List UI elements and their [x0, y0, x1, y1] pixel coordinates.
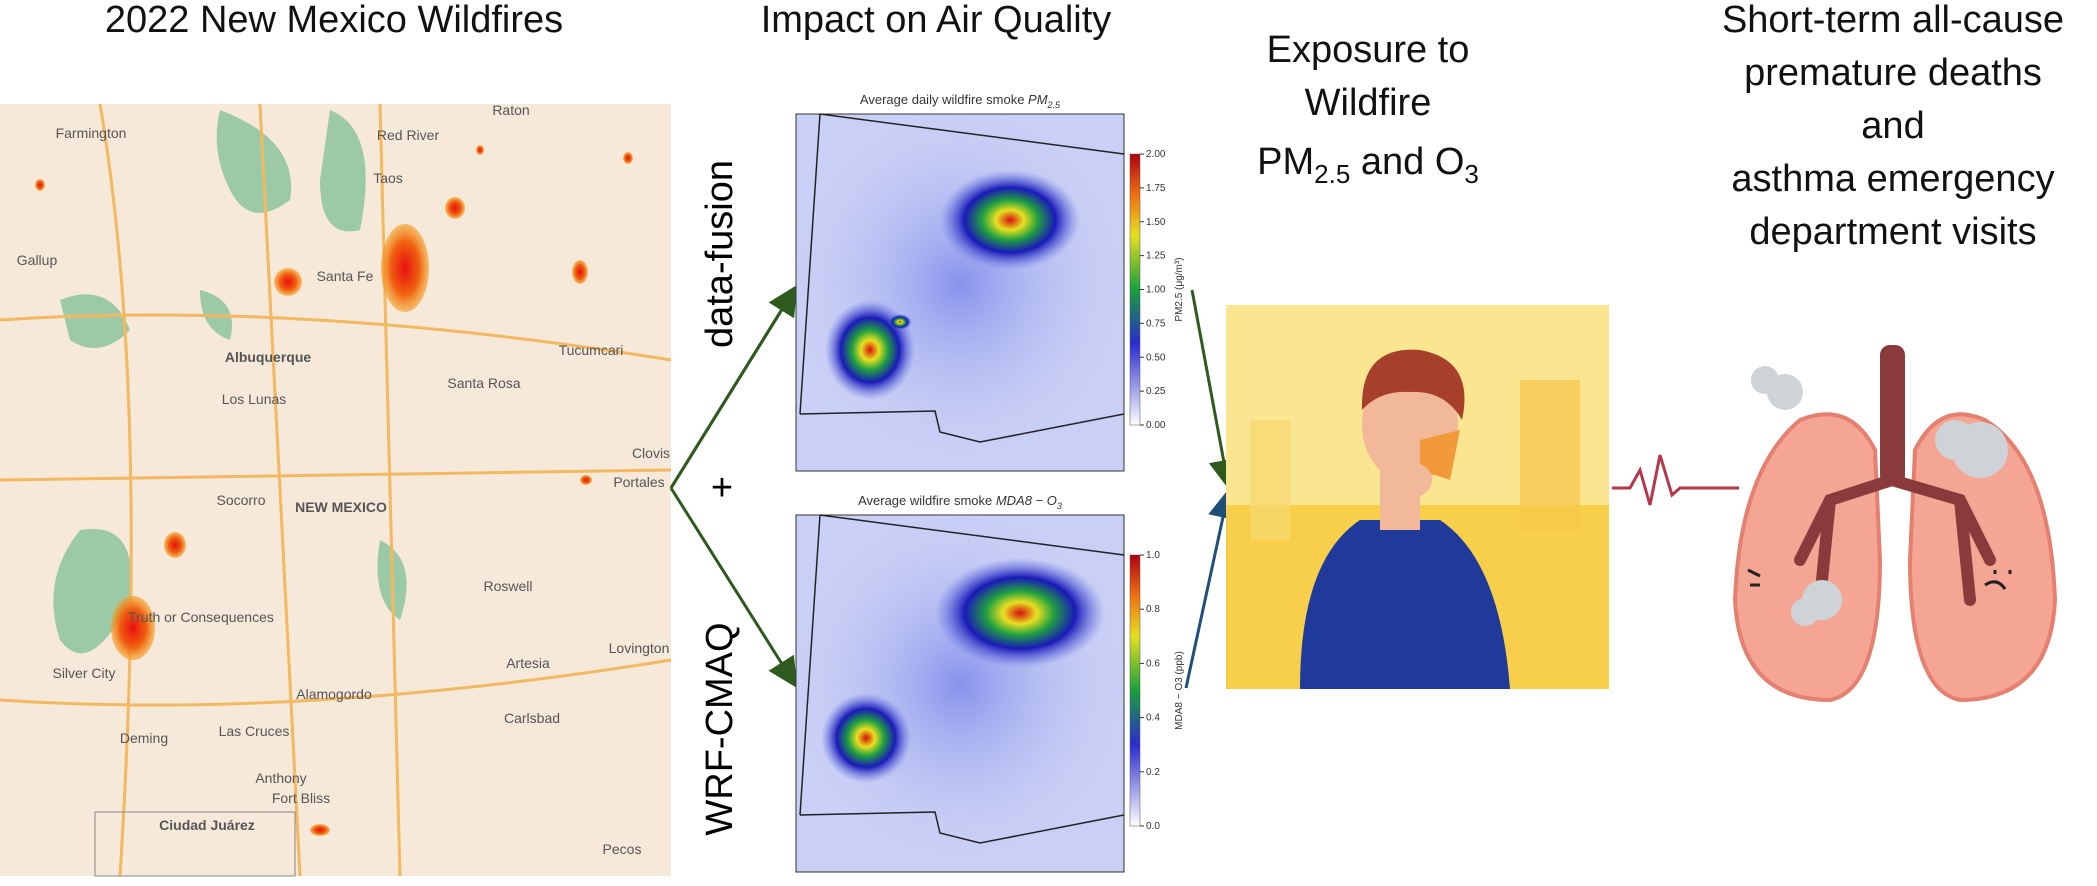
- heartbeat-line: [1612, 454, 1739, 506]
- header: 2022 New Mexico Wildfires: [105, 0, 563, 41]
- map-label: Red River: [377, 127, 440, 143]
- smoke-hotspot: [821, 693, 911, 783]
- colorbar: [1129, 554, 1141, 827]
- map-label: Tucumcari: [559, 342, 624, 358]
- arrow: [669, 284, 798, 489]
- colorbar-tick-label: 0.50: [1146, 352, 1166, 363]
- map-label: Gallup: [17, 252, 58, 268]
- state-border: [799, 113, 1125, 443]
- map-label: Socorro: [216, 492, 265, 508]
- text: MDA8 − O: [996, 493, 1057, 508]
- colorbar-tick-label: 0.4: [1146, 713, 1160, 724]
- header-line: asthma emergency: [1731, 158, 2054, 200]
- header-line: premature deaths: [1744, 52, 2042, 94]
- subscript: 2.5: [1047, 100, 1062, 110]
- map-label: Alamogordo: [296, 686, 372, 702]
- header-line: PM2.5 and O3: [1257, 141, 1479, 189]
- map-label: Albuquerque: [225, 349, 312, 365]
- colorbar-tick-label: 1.0: [1146, 550, 1160, 561]
- panel-title: Average daily wildfire smoke PM2.5: [860, 92, 1061, 110]
- map-label: Lovington: [609, 640, 670, 656]
- text: PM: [1257, 141, 1314, 183]
- wildfire-map: Farmington Raton Red River Taos Santa Fe Albu…: [0, 102, 672, 877]
- colorbar-tick-label: 0.8: [1146, 604, 1160, 615]
- map-label: Silver City: [52, 665, 115, 681]
- smoke-haze: [790, 104, 1130, 464]
- map-label: NEW MEXICO: [295, 499, 387, 515]
- map-label: Raton: [492, 102, 529, 118]
- arrow: [1190, 289, 1239, 490]
- map-label: Santa Rosa: [447, 375, 520, 391]
- colorbar-label: MDA8 − O3 (ppb): [1174, 651, 1185, 730]
- subscript: 3: [1057, 501, 1062, 511]
- text: and O: [1350, 141, 1464, 183]
- colorbar-tick-label: 2.00: [1146, 149, 1166, 160]
- state-border: [799, 514, 1125, 844]
- forest: [53, 110, 407, 654]
- header-line: Exposure to: [1267, 29, 1470, 71]
- map-label: Artesia: [506, 655, 550, 671]
- map-label: Santa Fe: [317, 268, 374, 284]
- lungs-illustration: [1732, 345, 2058, 703]
- map-label: Taos: [373, 170, 403, 186]
- header-line: Wildfire: [1305, 82, 1432, 124]
- map-label: Ciudad Juárez: [159, 817, 255, 833]
- colorbar-tick-label: 0.6: [1146, 658, 1160, 669]
- header-line: department visits: [1749, 211, 2036, 253]
- smoke-hotspot: [888, 314, 912, 330]
- map-background: [0, 104, 671, 876]
- method-label: data-fusion: [699, 160, 741, 348]
- colorbar-tick-label: 0.2: [1146, 767, 1160, 778]
- text: Average daily wildfire smoke: [860, 92, 1028, 107]
- map-label: Deming: [120, 730, 168, 746]
- panel-title: Average wildfire smoke MDA8 − O3: [858, 493, 1062, 511]
- smoke-hotspot: [940, 170, 1080, 270]
- colorbar: [1129, 153, 1141, 426]
- arrow: [1184, 488, 1238, 689]
- colorbar-tick-label: 1.50: [1146, 217, 1166, 228]
- map-label: Roswell: [483, 578, 532, 594]
- smoke-panel: Average wildfire smoke MDA8 − O3 0.0 0.2 0.…: [790, 493, 1185, 873]
- map-label: Clovis: [632, 445, 670, 461]
- map-label: Carlsbad: [504, 710, 560, 726]
- exposure-header: Exposure to Wildfire PM2.5 and O3: [1257, 29, 1479, 189]
- header-line: and: [1861, 105, 1924, 147]
- map-label: Farmington: [56, 125, 127, 141]
- map-label: Portales: [613, 474, 664, 490]
- colorbar-tick-label: 1.75: [1146, 183, 1166, 194]
- smoke-haze: [790, 505, 1130, 865]
- text: Average wildfire smoke: [858, 493, 996, 508]
- text: PM: [1028, 92, 1048, 107]
- method-label: WRF-CMAQ: [699, 622, 741, 835]
- subscript: 3: [1464, 159, 1478, 189]
- map-label: Fort Bliss: [272, 790, 330, 806]
- header-line: Short-term all-cause: [1722, 0, 2064, 41]
- plus: +: [711, 467, 733, 509]
- map-label: Anthony: [255, 770, 306, 786]
- colorbar-tick-label: 0.0: [1146, 821, 1160, 832]
- outcomes-header: Short-term all-cause premature deaths and a…: [1722, 0, 2064, 253]
- map-label: Truth or Consequences: [128, 609, 274, 625]
- colorbar-tick-label: 0.75: [1146, 318, 1166, 329]
- colorbar-tick-label: 0.00: [1146, 420, 1166, 431]
- colorbar-tick-label: 0.25: [1146, 386, 1166, 397]
- smoke-hotspot: [935, 558, 1105, 668]
- map-label: Los Lunas: [222, 391, 287, 407]
- colorbar-tick-label: 1.25: [1146, 251, 1166, 262]
- colorbar-label: PM2.5 (μg/m³): [1174, 257, 1185, 321]
- person-illustration: [1226, 305, 1609, 689]
- header: Impact on Air Quality: [761, 0, 1112, 41]
- colorbar-tick-label: 1.00: [1146, 285, 1166, 296]
- border-box: [94, 811, 296, 877]
- smoke-panel: Average daily wildfire smoke PM2.5 0.00 0.…: [790, 92, 1185, 472]
- map-label: Las Cruces: [219, 723, 290, 739]
- map-label: Pecos: [603, 841, 642, 857]
- subscript: 2.5: [1314, 159, 1350, 189]
- fire-spots: [35, 145, 633, 836]
- road: [0, 103, 672, 877]
